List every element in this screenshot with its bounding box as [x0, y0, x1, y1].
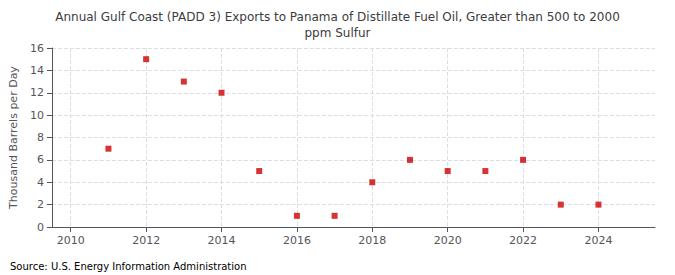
svg-text:4: 4	[37, 176, 44, 189]
svg-text:14: 14	[30, 64, 44, 77]
svg-text:ppm Sulfur: ppm Sulfur	[304, 26, 370, 40]
svg-text:2018: 2018	[358, 234, 386, 247]
svg-text:0: 0	[37, 221, 44, 234]
svg-text:2022: 2022	[509, 234, 537, 247]
svg-text:Annual Gulf Coast (PADD 3) Exp: Annual Gulf Coast (PADD 3) Exports to Pa…	[55, 10, 620, 24]
svg-text:2016: 2016	[283, 234, 311, 247]
svg-text:2024: 2024	[584, 234, 612, 247]
svg-text:2020: 2020	[434, 234, 462, 247]
svg-text:2014: 2014	[208, 234, 236, 247]
svg-text:12: 12	[30, 86, 44, 99]
svg-text:2010: 2010	[57, 234, 85, 247]
svg-text:2: 2	[37, 198, 44, 211]
svg-text:10: 10	[30, 109, 44, 122]
svg-text:2012: 2012	[132, 234, 160, 247]
svg-text:16: 16	[30, 42, 44, 55]
svg-text:8: 8	[37, 131, 44, 144]
svg-text:6: 6	[37, 153, 44, 166]
svg-text:Thousand Barrels per Day: Thousand Barrels per Day	[7, 66, 20, 210]
svg-text:Source: U.S. Energy Informatio: Source: U.S. Energy Information Administ…	[10, 261, 247, 272]
